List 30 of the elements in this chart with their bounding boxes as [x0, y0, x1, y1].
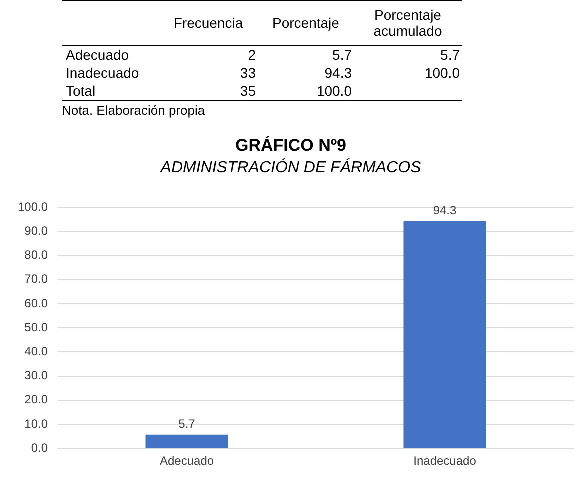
chart-subtitle: ADMINISTRACIÓN DE FÁRMACOS	[160, 158, 422, 176]
y-tick-label: 50.0	[24, 320, 48, 334]
data-label: 94.3	[433, 204, 458, 218]
y-tick-label: 80.0	[24, 248, 48, 262]
y-tick-label: 0.0	[31, 440, 48, 455]
text: Porcentaje acumulado	[372, 6, 444, 41]
text: Porcentaje	[272, 14, 340, 33]
data-label: 5.7	[440, 46, 461, 64]
text: Frecuencia	[172, 14, 244, 33]
data-label: 100.0	[424, 64, 461, 82]
data-label: 5.7	[178, 417, 196, 432]
data-label: 100.0	[316, 82, 353, 100]
y-tick-label: 90.0	[24, 224, 48, 238]
data-label: 2	[247, 46, 257, 64]
data-label: 5.7	[332, 46, 353, 64]
y-tick-label: 100.0	[18, 200, 48, 214]
category-label: Inadecuado	[65, 64, 140, 82]
data-label: 33	[239, 64, 257, 82]
y-tick-label: 40.0	[24, 344, 48, 359]
y-tick-label: 60.0	[24, 296, 48, 310]
data-label: 35	[239, 82, 257, 100]
chart-title: GRÁFICO Nº9	[235, 134, 347, 155]
text: Nota. Elaboración propia	[62, 103, 206, 118]
category-label: Total	[65, 82, 97, 100]
y-tick-label: 20.0	[24, 392, 48, 407]
y-tick-label: 70.0	[24, 272, 48, 286]
y-tick-label: 30.0	[24, 368, 48, 383]
y-tick-label: 10.0	[24, 416, 48, 431]
category-label: Adecuado	[65, 46, 130, 64]
data-label: 94.3	[324, 64, 353, 82]
